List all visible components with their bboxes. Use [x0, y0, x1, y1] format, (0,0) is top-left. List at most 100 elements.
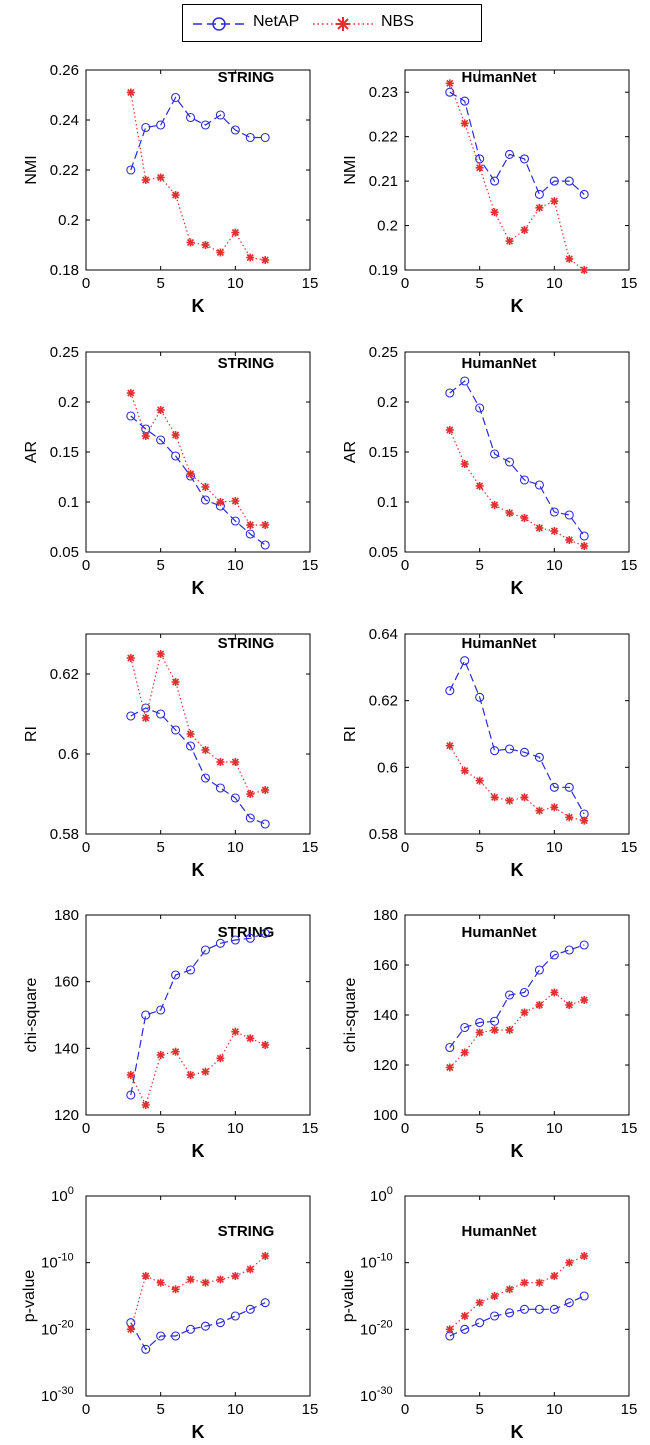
series-line-netap: [449, 380, 585, 537]
data-point-nbs: [490, 1026, 499, 1034]
y-tick-label: 0.19: [369, 262, 398, 279]
data-point-netap: [549, 176, 559, 186]
x-tick-label: 5: [475, 839, 483, 856]
data-point-nbs: [261, 1252, 270, 1260]
data-point-nbs: [505, 1026, 514, 1034]
x-tick-label: 5: [156, 1401, 164, 1418]
data-point-nbs: [565, 1001, 574, 1009]
data-point-nbs: [580, 816, 589, 825]
x-tick-label: 15: [621, 839, 638, 856]
y-tick-label: 120: [373, 1057, 398, 1074]
panel-title: HumanNet: [461, 635, 536, 652]
x-axis-label: K: [511, 860, 524, 880]
data-point-nbs: [231, 497, 240, 505]
plot-frame: [404, 914, 630, 1116]
data-point-nbs: [505, 796, 514, 805]
series-line-nbs: [130, 392, 266, 526]
data-point-nbs: [216, 248, 225, 257]
data-point-nbs: [520, 1278, 529, 1287]
data-point-netap: [460, 376, 470, 386]
y-tick-label: 0.15: [369, 444, 398, 461]
legend-key-nbs: [313, 17, 373, 31]
y-axis-label: RI: [342, 726, 359, 742]
data-point-netap: [200, 495, 211, 505]
data-point-netap: [534, 480, 544, 490]
data-point-netap: [519, 475, 530, 485]
data-point-netap: [519, 747, 530, 757]
y-tick-label: 0.6: [377, 759, 398, 776]
data-point-netap: [245, 1304, 255, 1314]
panel-title: STRING: [218, 355, 275, 372]
y-tick-label: 100: [370, 1185, 393, 1205]
data-point-nbs: [565, 813, 574, 822]
y-tick-label: 10-30: [360, 1385, 393, 1405]
data-point-netap: [200, 1321, 211, 1331]
plot-frame: [404, 351, 630, 553]
data-point-netap: [445, 1042, 455, 1053]
data-point-nbs: [186, 238, 195, 247]
data-point-nbs: [126, 1325, 135, 1334]
data-point-nbs: [246, 790, 255, 798]
data-point-nbs: [460, 766, 469, 775]
data-point-nbs: [156, 406, 165, 414]
data-point-nbs: [246, 253, 255, 262]
data-point-nbs: [565, 1258, 574, 1267]
x-axis-label: K: [192, 860, 205, 880]
x-axis-label: K: [511, 1141, 524, 1161]
y-tick-label: 0.62: [369, 693, 398, 710]
series-line-nbs: [130, 1255, 266, 1330]
data-point-nbs: [261, 521, 270, 529]
data-point-nbs: [490, 501, 499, 509]
x-tick-label: 15: [621, 275, 638, 292]
data-point-nbs: [460, 460, 469, 468]
data-point-nbs: [246, 521, 255, 529]
data-point-netap: [230, 1311, 240, 1321]
y-tick-label: 0.2: [58, 212, 79, 229]
data-point-netap: [564, 782, 574, 792]
y-tick-label: 0.23: [369, 84, 398, 101]
data-point-netap: [200, 773, 211, 783]
data-point-nbs: [186, 730, 195, 738]
chart-panel: 0 5 10 15 0.18 0.2 0.22 0.24 0.26 K NMI STRING: [23, 62, 318, 316]
data-point-netap: [260, 928, 270, 938]
data-point-netap: [519, 987, 530, 998]
x-tick-label: 10: [546, 839, 563, 856]
chart-panel: 0 5 10 15 0.05 0.1 0.15 0.2 0.25 K AR HumanNet: [342, 344, 637, 598]
data-point-nbs: [475, 1028, 484, 1037]
data-point-netap: [245, 529, 255, 539]
data-point-netap: [564, 1298, 574, 1308]
y-tick-label: 0.6: [58, 746, 79, 763]
data-point-netap: [534, 965, 544, 975]
data-point-netap: [156, 1005, 166, 1015]
data-point-netap: [215, 938, 225, 948]
x-tick-label: 15: [302, 1120, 319, 1137]
data-point-nbs: [550, 1272, 559, 1280]
series-line-netap: [130, 1302, 266, 1351]
data-point-netap: [156, 120, 166, 130]
y-tick-label: 180: [54, 907, 79, 924]
y-tick-label: 0.58: [50, 826, 79, 843]
data-point-nbs: [126, 88, 135, 97]
y-tick-label: 0.24: [50, 112, 79, 129]
data-point-netap: [549, 782, 559, 792]
x-tick-label: 5: [156, 839, 164, 856]
data-point-netap: [141, 1344, 151, 1354]
y-axis-label: NMI: [23, 155, 40, 184]
data-point-nbs: [186, 1275, 195, 1284]
data-point-nbs: [445, 741, 454, 750]
series-line-netap: [130, 415, 266, 546]
series-line-nbs: [130, 1030, 266, 1107]
data-point-netap: [475, 1017, 485, 1028]
x-tick-label: 10: [227, 839, 244, 856]
y-tick-label: 0.2: [58, 394, 79, 411]
data-point-nbs: [550, 803, 559, 812]
data-point-nbs: [141, 432, 150, 440]
y-axis-label: chi-square: [342, 978, 359, 1053]
panel-title: STRING: [218, 69, 275, 86]
y-axis-label: AR: [342, 441, 359, 463]
chart-panel: 0 5 10 15 0.19 0.2 0.21 0.22 0.23 K NMI HumanNet: [342, 69, 637, 316]
data-point-netap: [534, 189, 544, 199]
data-point-nbs: [246, 1265, 255, 1274]
